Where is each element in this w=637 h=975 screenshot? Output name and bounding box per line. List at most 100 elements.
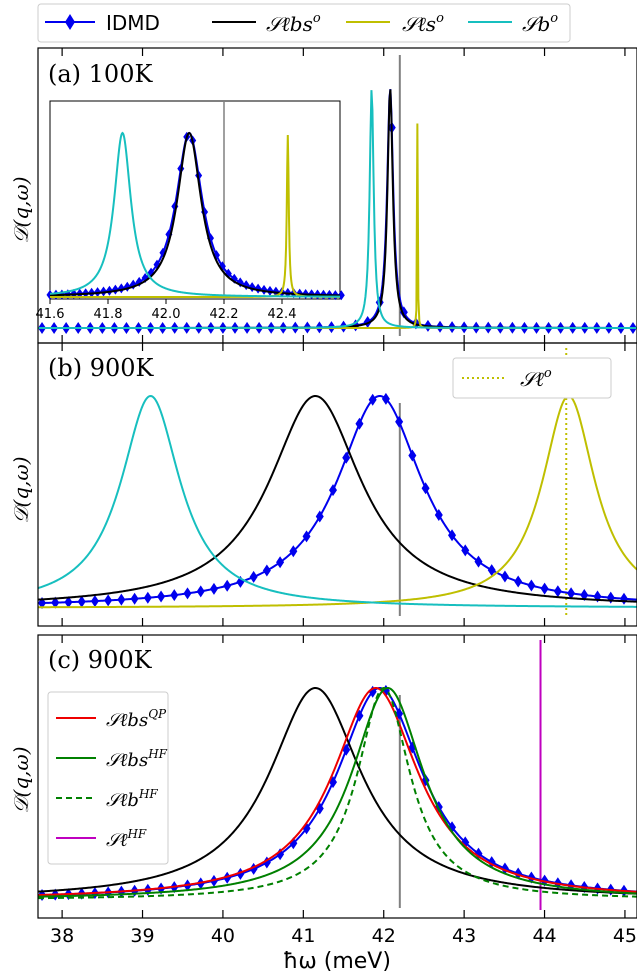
idmd-point	[527, 579, 536, 592]
idmd-point	[487, 564, 496, 577]
idmd-point	[421, 482, 430, 495]
idmd-point	[395, 415, 404, 428]
svg-text:𝒮bo: 𝒮bo	[522, 11, 558, 36]
idmd-point	[183, 587, 192, 600]
idmd-point	[143, 591, 152, 604]
legend-sup-slbs: o	[313, 11, 321, 26]
legend-sup-sb: o	[550, 11, 558, 26]
idmd-point	[77, 595, 86, 608]
idmd-point	[474, 555, 483, 568]
x-tick-label: 43	[452, 925, 476, 947]
inset-tick-label: 41.8	[94, 307, 123, 322]
idmd-point	[368, 393, 377, 406]
inset-series-1	[49, 131, 341, 297]
svg-text:𝒮ℓbso: 𝒮ℓbso	[266, 11, 321, 36]
series-line-1	[37, 686, 637, 895]
legend-sup-sls: o	[436, 11, 444, 26]
panel-c-legend-0: 𝒮ℓbs	[106, 710, 148, 731]
series-line-3	[37, 395, 637, 608]
series-line-3	[37, 687, 637, 898]
idmd-point	[381, 392, 390, 405]
svg-text:𝒮ℓso: 𝒮ℓso	[402, 11, 444, 36]
idmd-point	[302, 530, 311, 543]
panel-c-legend: 𝒮ℓbsQP 𝒮ℓbsHF 𝒮ℓbHF 𝒮ℓHF	[47, 691, 169, 865]
idmd-point	[64, 596, 73, 609]
series-line-4	[37, 687, 637, 900]
inset-tick-label: 42.2	[210, 307, 239, 322]
panel-c-legend-3: 𝒮ℓ	[106, 830, 128, 851]
idmd-point	[289, 545, 298, 558]
idmd-point	[514, 575, 523, 588]
idmd-point	[249, 862, 258, 875]
idmd-point	[408, 449, 417, 462]
inset-idmd-point	[266, 285, 274, 296]
idmd-point	[223, 871, 232, 884]
top-legend: IDMD 𝒮ℓbso 𝒮ℓso 𝒮bo	[37, 3, 571, 43]
idmd-point	[170, 589, 179, 602]
inset-idmd-point	[105, 285, 113, 296]
svg-text:𝒮ℓbsHF: 𝒮ℓbsHF	[106, 747, 168, 771]
panel-b: (b) 900K 𝒮ℓo	[37, 342, 637, 627]
x-tick-label: 44	[532, 925, 556, 947]
panel-c-plot	[37, 640, 637, 910]
idmd-point	[276, 848, 285, 861]
idmd-point	[249, 570, 258, 583]
legend-label-idmd: IDMD	[106, 11, 160, 35]
x-tick-label: 41	[291, 925, 315, 947]
panel-b-plot	[37, 348, 637, 616]
legend-entry-idmd: IDMD	[45, 11, 160, 35]
svg-text:𝒮ℓbHF: 𝒮ℓbHF	[106, 787, 158, 811]
idmd-point	[157, 590, 166, 603]
inset-idmd-point	[212, 250, 220, 261]
inset-tick-label: 42.4	[268, 307, 297, 322]
legend-entry-sls: 𝒮ℓso	[346, 11, 444, 36]
idmd-point	[223, 579, 232, 592]
idmd-point	[500, 570, 509, 583]
svg-text:𝒮ℓHF: 𝒮ℓHF	[106, 827, 147, 851]
panel-a-label: (a) 100K	[48, 60, 153, 88]
panel-a-inset: 41.6 41.8 42.0 42.2 42.4	[36, 100, 345, 322]
inset-ticks: 41.6 41.8 42.0 42.2 42.4	[36, 299, 297, 322]
panel-c-legend-3-sup: HF	[126, 827, 146, 841]
idmd-point	[355, 417, 364, 430]
x-tick-label: 38	[50, 925, 74, 947]
idmd-point	[104, 594, 113, 607]
x-axis: 38 39 40 41 42 43 44 45	[50, 48, 637, 947]
y-axis-label-b: 𝒟(q,ω)	[9, 456, 33, 523]
idmd-point	[117, 593, 126, 606]
panel-c-label: (c) 900K	[48, 646, 153, 674]
idmd-point	[434, 508, 443, 521]
series-line-2	[37, 687, 637, 897]
legend-entry-slbs: 𝒮ℓbso	[212, 11, 321, 36]
idmd-point	[196, 585, 205, 598]
idmd-point	[567, 587, 576, 600]
inset-tick-label: 41.6	[36, 307, 65, 322]
panel-b-label: (b) 900K	[48, 354, 155, 382]
inset-series-3	[49, 131, 340, 298]
panel-b-legend: 𝒮ℓo	[452, 357, 612, 399]
idmd-point	[448, 529, 457, 542]
panel-b-legend-sup: o	[544, 366, 552, 381]
svg-text:𝒮ℓbsQP: 𝒮ℓbsQP	[106, 707, 167, 731]
legend-label-sls: 𝒮ℓs	[402, 12, 436, 36]
inset-idmd-point	[260, 284, 268, 295]
series-line-1	[37, 394, 637, 603]
idmd-point	[90, 595, 99, 608]
legend-label-slbs: 𝒮ℓbs	[266, 12, 313, 36]
x-tick-label: 42	[372, 925, 396, 947]
svg-text:𝒮ℓo: 𝒮ℓo	[520, 366, 552, 391]
panel-c-legend-1: 𝒮ℓbs	[106, 750, 148, 771]
inset-series-2	[50, 134, 340, 298]
idmd-point	[553, 585, 562, 598]
y-axis-label-a: 𝒟(q,ω)	[9, 176, 33, 243]
series-line-3	[38, 90, 637, 329]
idmd-point	[315, 510, 324, 523]
idmd-point	[209, 582, 218, 595]
panel-c: (c) 900K 𝒮ℓbsQP 𝒮ℓbsHF 𝒮ℓbHF 𝒮ℓHF	[37, 634, 637, 919]
idmd-point	[342, 451, 351, 464]
legend-label-sb: 𝒮b	[522, 12, 550, 36]
x-axis-label: ħω (meV)	[283, 949, 391, 974]
panel-a: (a) 100K 41.6 41.8 42.0 42.2 42.4	[36, 47, 637, 344]
panel-c-legend-2-sup: HF	[138, 787, 158, 801]
